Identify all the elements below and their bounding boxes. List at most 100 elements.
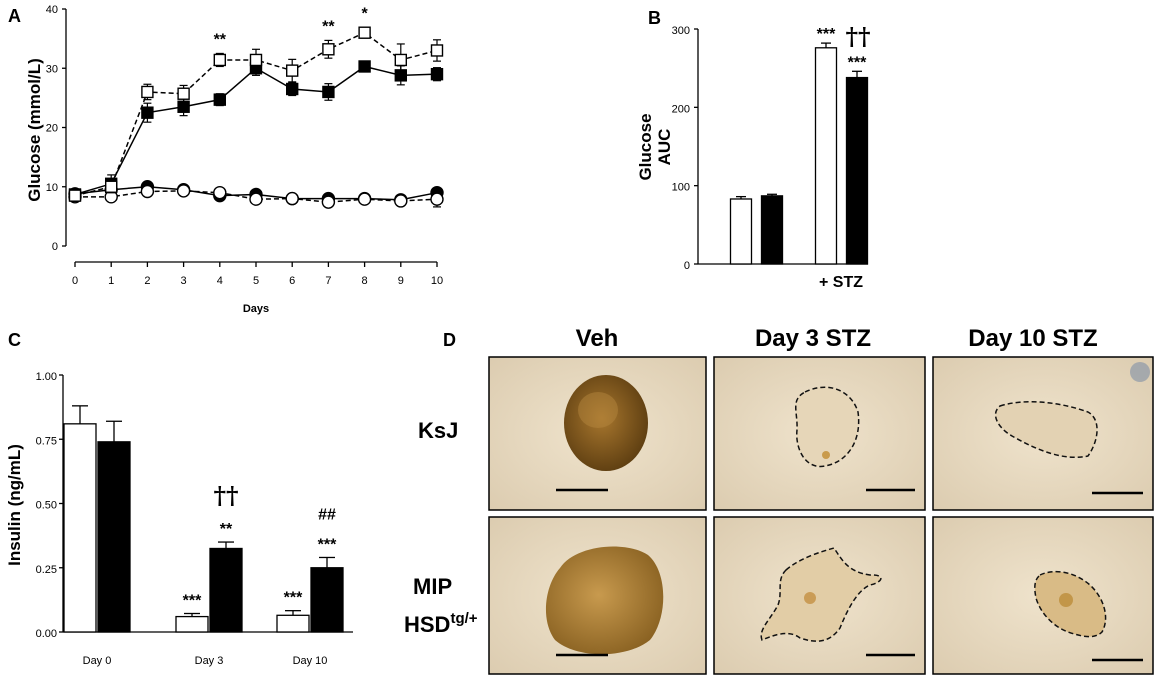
panel-a-data-point: [104, 180, 118, 193]
micrograph-ksj-day10: [932, 356, 1154, 511]
panel-c-ylabel: Insulin (ng/mL): [5, 444, 24, 566]
column-header-day3: Day 3 STZ: [755, 325, 871, 352]
panel-a-glucose-line-chart: Glucose (mmol/L) Days 0 10 20 30 40 0 1 2 3 4 5 6 7 8…: [25, 4, 444, 315]
panel-b-significance-label: ***: [817, 26, 836, 43]
panel-c-bar: [63, 423, 97, 633]
panel-a-data-point: [249, 192, 263, 206]
micrograph-hsd-day10: [932, 516, 1154, 675]
panel-c-significance-label: ***: [318, 536, 337, 553]
panel-a-data-point: [430, 44, 444, 57]
panel-a-significance-label: **: [214, 31, 227, 48]
panel-d-micrographs: Veh Day 3 STZ Day 10 STZ KsJ MIP HSDtg/+: [404, 325, 1154, 675]
panel-a-data-point: [286, 82, 299, 96]
row-label-hsd-text: HSD: [404, 612, 450, 637]
panel-b-bar: [814, 47, 838, 265]
panel-a-data-point: [249, 53, 263, 67]
panel-a-y-tick-label: 20: [46, 123, 58, 135]
panel-a-data-point: [213, 185, 227, 200]
panel-a-x-tick-label: 10: [431, 275, 443, 287]
panel-label-c: C: [8, 330, 21, 350]
micrograph-ksj-veh: [488, 356, 707, 511]
row-label-mip: MIP: [413, 574, 452, 599]
panel-label-d: D: [443, 330, 456, 350]
panel-a-data-point: [358, 60, 371, 73]
panel-a-x-tick-label: 3: [181, 275, 187, 287]
panel-a-series-line: [74, 65, 438, 196]
panel-b-bar: [760, 195, 784, 265]
panel-c-bar: [175, 615, 209, 633]
panel-a-data-point: [321, 195, 336, 209]
panel-b-y-tick-label: 100: [672, 182, 690, 194]
column-header-day10: Day 10 STZ: [968, 325, 1097, 352]
panel-a-data-point: [430, 192, 444, 206]
panel-a-data-point: [394, 53, 407, 67]
panel-c-y-tick-label: 0.25: [36, 564, 57, 576]
panel-b-bar: [729, 198, 753, 265]
panel-b-group-label: + STZ: [819, 274, 863, 291]
panel-a-data-point: [213, 53, 227, 67]
panel-a-x-tick-label: 7: [325, 275, 331, 287]
panel-c-bar: [209, 547, 243, 633]
panel-a-data-point: [286, 64, 299, 77]
panel-c-category-label: Day 0: [83, 655, 112, 667]
panel-c-category-label: Day 10: [293, 655, 328, 667]
panel-b-bar: [845, 76, 869, 265]
panel-a-data-point: [285, 191, 299, 206]
row-label-hsd-superscript: tg/+: [450, 610, 477, 627]
panel-b-glucose-auc-bar-chart: Glucose AUC 0 100 200 300 *** *** + STZ ††: [636, 22, 871, 291]
row-label-hsd: HSDtg/+: [404, 610, 478, 637]
panel-a-data-point: [357, 192, 372, 206]
panel-a-x-tick-label: 2: [144, 275, 150, 287]
panel-b-y-tick-label: 200: [672, 103, 690, 115]
panel-a-x-tick-label: 4: [217, 275, 223, 287]
panel-b-y-tick-label: 0: [684, 260, 690, 272]
panel-c-category-label: Day 3: [195, 655, 224, 667]
panel-a-data-point: [176, 184, 191, 198]
panel-c-significance-label: ***: [183, 592, 202, 609]
row-label-ksj: KsJ: [418, 418, 458, 443]
panel-c-top-annotation: ##: [318, 506, 336, 523]
panel-a-y-tick-label: 0: [52, 241, 58, 253]
panel-a-y-tick-label: 10: [46, 182, 58, 194]
micrograph-ksj-day3: [713, 356, 926, 511]
panel-a-data-point: [68, 189, 82, 202]
panel-c-significance-label: **: [220, 521, 233, 538]
panel-a-x-tick-label: 1: [108, 275, 114, 287]
panel-a-x-tick-label: 5: [253, 275, 259, 287]
panel-a-data-point: [394, 194, 408, 208]
panel-c-significance-label: ***: [284, 590, 303, 607]
panel-a-data-point: [213, 93, 227, 106]
panel-a-series-line: [75, 190, 438, 203]
panel-c-y-tick-label: 0.75: [36, 435, 57, 447]
panel-c-y-tick-label: 1.00: [36, 371, 57, 383]
panel-a-data-point: [322, 85, 335, 99]
panel-a-ylabel: Glucose (mmol/L): [25, 58, 44, 202]
panel-a-x-tick-label: 8: [362, 275, 368, 287]
panel-a-data-point: [358, 26, 371, 39]
panel-a-data-point: [177, 87, 190, 100]
panel-a-y-tick-label: 40: [46, 4, 58, 16]
panel-a-data-point: [177, 100, 190, 113]
panel-a-significance-label: **: [322, 18, 335, 35]
panel-label-b: B: [648, 8, 661, 28]
panel-c-y-tick-label: 0.50: [36, 500, 57, 512]
panel-a-xlabel: Days: [243, 303, 269, 315]
micrograph-hsd-veh: [488, 516, 707, 675]
panel-c-bar: [276, 614, 310, 633]
panel-a-x-tick-label: 0: [72, 275, 78, 287]
panel-a-data-point: [141, 85, 154, 99]
panel-a-significance-label: *: [361, 5, 368, 22]
panel-a-data-point: [430, 67, 444, 81]
column-header-veh: Veh: [576, 325, 619, 352]
panel-b-ylabel-line1: Glucose: [636, 113, 655, 180]
panel-c-bar: [97, 441, 131, 633]
panel-c-bar: [310, 567, 344, 633]
panel-b-significance-label: ***: [848, 54, 867, 71]
panel-b-y-tick-label: 300: [672, 25, 690, 37]
panel-a-data-point: [140, 184, 155, 199]
panel-b-dagger-label: ††: [845, 22, 870, 51]
panel-a-x-tick-label: 6: [289, 275, 295, 287]
panel-a-x-tick-label: 9: [398, 275, 404, 287]
panel-b-ylabel-line2: AUC: [655, 129, 674, 166]
